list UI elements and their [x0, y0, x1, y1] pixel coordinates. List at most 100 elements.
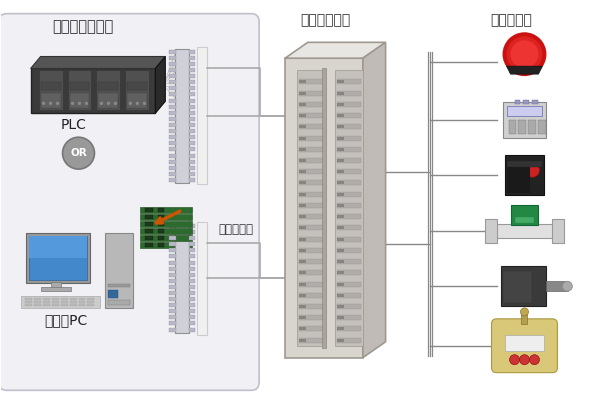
- Polygon shape: [31, 57, 166, 68]
- Bar: [299, 281, 323, 287]
- Circle shape: [509, 355, 520, 365]
- Bar: [140, 214, 192, 220]
- Bar: [189, 279, 195, 283]
- Bar: [169, 148, 176, 152]
- Bar: [197, 222, 207, 335]
- Bar: [70, 304, 77, 306]
- Bar: [337, 114, 344, 117]
- Bar: [299, 148, 306, 151]
- Bar: [145, 222, 154, 226]
- Bar: [299, 114, 306, 117]
- Bar: [189, 230, 195, 234]
- Bar: [337, 102, 361, 107]
- Bar: [169, 129, 176, 133]
- Bar: [189, 129, 195, 133]
- Bar: [189, 254, 195, 258]
- Bar: [337, 326, 361, 332]
- Bar: [506, 161, 542, 167]
- Bar: [169, 261, 176, 265]
- Bar: [337, 204, 344, 207]
- Polygon shape: [363, 42, 386, 358]
- Bar: [189, 148, 195, 152]
- FancyBboxPatch shape: [0, 14, 259, 390]
- Bar: [38, 70, 62, 110]
- Bar: [70, 300, 77, 302]
- Bar: [299, 248, 323, 253]
- Bar: [70, 94, 89, 108]
- Bar: [189, 117, 195, 121]
- Bar: [169, 160, 176, 164]
- Text: 産業用PC: 産業用PC: [44, 314, 87, 328]
- Bar: [169, 50, 176, 54]
- Bar: [523, 100, 529, 104]
- Bar: [337, 214, 361, 219]
- Bar: [485, 219, 497, 243]
- Bar: [169, 62, 176, 66]
- Circle shape: [77, 101, 82, 105]
- Bar: [337, 293, 361, 298]
- Bar: [189, 172, 195, 176]
- Bar: [41, 287, 71, 291]
- Bar: [337, 181, 344, 184]
- Polygon shape: [29, 236, 88, 258]
- Circle shape: [136, 101, 139, 105]
- Bar: [169, 297, 176, 301]
- Bar: [189, 141, 195, 145]
- Bar: [337, 238, 344, 241]
- Bar: [503, 102, 547, 138]
- Bar: [515, 217, 535, 223]
- Bar: [197, 47, 207, 184]
- Bar: [299, 238, 306, 241]
- Bar: [106, 233, 133, 308]
- Bar: [299, 316, 306, 319]
- Bar: [145, 229, 154, 233]
- Polygon shape: [506, 66, 542, 74]
- Bar: [532, 100, 538, 104]
- Bar: [70, 82, 89, 90]
- Text: PLC: PLC: [61, 118, 86, 132]
- Bar: [322, 68, 326, 348]
- Bar: [189, 267, 195, 271]
- Bar: [299, 170, 306, 173]
- Bar: [79, 304, 85, 306]
- Circle shape: [49, 101, 53, 105]
- Bar: [169, 291, 176, 295]
- Bar: [337, 193, 344, 196]
- Bar: [189, 135, 195, 139]
- Bar: [25, 298, 32, 300]
- Bar: [337, 315, 361, 320]
- Bar: [299, 305, 306, 308]
- Bar: [299, 136, 323, 140]
- Bar: [169, 248, 176, 252]
- Circle shape: [506, 36, 542, 72]
- Bar: [189, 99, 195, 103]
- Bar: [189, 261, 195, 265]
- Bar: [337, 192, 361, 197]
- Bar: [189, 309, 195, 313]
- Bar: [299, 203, 323, 208]
- Bar: [337, 237, 361, 242]
- Bar: [109, 290, 118, 298]
- Bar: [43, 304, 50, 306]
- Circle shape: [142, 101, 146, 105]
- Bar: [518, 120, 526, 134]
- Bar: [503, 271, 532, 303]
- Bar: [169, 236, 176, 240]
- Circle shape: [85, 101, 88, 105]
- Bar: [145, 236, 154, 240]
- Bar: [337, 91, 361, 96]
- Bar: [189, 62, 195, 66]
- Bar: [41, 82, 61, 90]
- Bar: [189, 297, 195, 301]
- Bar: [337, 159, 344, 162]
- Bar: [189, 80, 195, 84]
- Bar: [34, 304, 41, 306]
- Circle shape: [503, 32, 547, 76]
- Bar: [500, 266, 547, 306]
- Bar: [189, 56, 195, 60]
- Circle shape: [128, 101, 133, 105]
- Bar: [169, 242, 176, 246]
- Bar: [61, 304, 68, 306]
- Bar: [189, 154, 195, 158]
- Bar: [337, 113, 361, 118]
